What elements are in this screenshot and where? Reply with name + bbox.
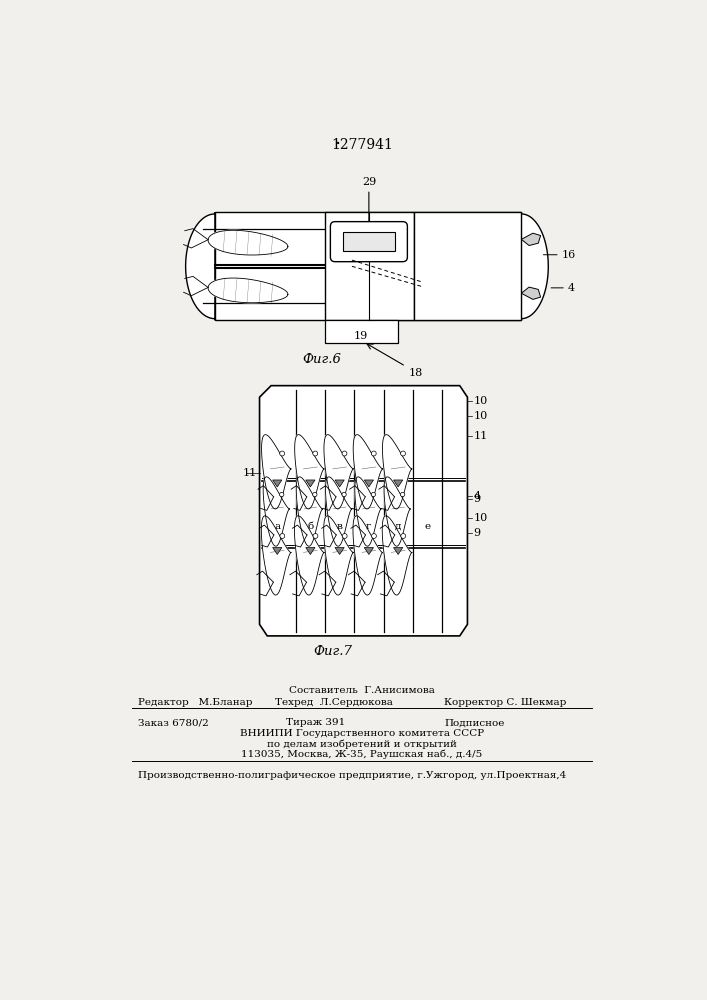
Text: 113035, Москва, Ж-35, Раушская наб., д.4/5: 113035, Москва, Ж-35, Раушская наб., д.4… xyxy=(241,749,483,759)
Polygon shape xyxy=(263,477,289,546)
Polygon shape xyxy=(521,233,541,246)
Text: 1277941: 1277941 xyxy=(331,138,393,152)
Text: ВНИИПИ Государственного комитета СССР: ВНИИПИ Государственного комитета СССР xyxy=(240,729,484,738)
Ellipse shape xyxy=(313,534,318,538)
Text: Редактор   М.Бланар: Редактор М.Бланар xyxy=(138,698,252,707)
Polygon shape xyxy=(305,548,315,554)
Polygon shape xyxy=(324,435,354,509)
Polygon shape xyxy=(521,212,549,320)
Text: Фиг.7: Фиг.7 xyxy=(313,645,352,658)
Ellipse shape xyxy=(312,492,317,497)
Text: Подписное: Подписное xyxy=(444,718,505,727)
Text: Заказ 6780/2: Заказ 6780/2 xyxy=(138,718,209,727)
Text: 29: 29 xyxy=(362,177,376,187)
Text: 4: 4 xyxy=(474,491,481,501)
Polygon shape xyxy=(354,435,382,509)
Ellipse shape xyxy=(342,451,347,456)
Ellipse shape xyxy=(342,492,346,497)
Ellipse shape xyxy=(401,451,405,456)
Ellipse shape xyxy=(372,534,376,538)
Ellipse shape xyxy=(400,492,405,497)
Text: 10: 10 xyxy=(474,411,488,421)
Polygon shape xyxy=(294,516,324,595)
Text: 11: 11 xyxy=(474,431,488,441)
Polygon shape xyxy=(262,516,291,595)
Ellipse shape xyxy=(312,451,317,456)
Polygon shape xyxy=(259,386,467,636)
Polygon shape xyxy=(364,480,373,487)
Text: 11: 11 xyxy=(243,468,257,478)
FancyBboxPatch shape xyxy=(330,222,407,262)
Polygon shape xyxy=(382,516,412,595)
Polygon shape xyxy=(355,477,381,546)
Text: 19: 19 xyxy=(354,331,368,341)
Ellipse shape xyxy=(279,492,284,497)
Text: г: г xyxy=(366,522,372,531)
Text: е: е xyxy=(424,522,431,531)
FancyBboxPatch shape xyxy=(325,212,414,320)
Polygon shape xyxy=(364,548,373,554)
Text: 16: 16 xyxy=(561,250,575,260)
Ellipse shape xyxy=(280,451,285,456)
Text: Составитель  Г.Анисимова: Составитель Г.Анисимова xyxy=(289,686,435,695)
Polygon shape xyxy=(295,435,324,509)
Polygon shape xyxy=(296,477,322,546)
Ellipse shape xyxy=(280,534,285,538)
Text: Тираж 391: Тираж 391 xyxy=(286,718,346,727)
Polygon shape xyxy=(325,477,352,546)
Text: 9: 9 xyxy=(474,528,481,538)
Polygon shape xyxy=(394,548,403,554)
Polygon shape xyxy=(394,480,403,487)
Polygon shape xyxy=(208,230,288,255)
Text: 18: 18 xyxy=(408,368,422,378)
Text: в: в xyxy=(337,522,343,531)
Polygon shape xyxy=(335,480,344,487)
Polygon shape xyxy=(384,477,410,546)
Polygon shape xyxy=(208,278,288,303)
Ellipse shape xyxy=(371,492,375,497)
Text: Техред  Л.Сердюкова: Техред Л.Сердюкова xyxy=(275,698,393,707)
Text: Производственно-полиграфическое предприятие, г.Ужгород, ул.Проектная,4: Производственно-полиграфическое предприя… xyxy=(138,771,566,780)
Text: 10: 10 xyxy=(474,396,488,406)
Polygon shape xyxy=(273,480,282,487)
Polygon shape xyxy=(305,480,315,487)
Text: д: д xyxy=(395,522,402,531)
Polygon shape xyxy=(521,287,541,299)
FancyBboxPatch shape xyxy=(343,232,395,251)
Text: Корректор С. Шекмар: Корректор С. Шекмар xyxy=(444,698,567,707)
Polygon shape xyxy=(335,548,344,554)
Text: 9: 9 xyxy=(474,494,481,504)
Text: 4: 4 xyxy=(568,283,575,293)
Polygon shape xyxy=(186,212,215,320)
FancyBboxPatch shape xyxy=(325,320,398,343)
Ellipse shape xyxy=(371,451,376,456)
Text: 10: 10 xyxy=(474,513,488,523)
FancyBboxPatch shape xyxy=(215,212,521,320)
Polygon shape xyxy=(262,435,291,509)
Ellipse shape xyxy=(401,534,406,538)
Polygon shape xyxy=(353,516,382,595)
Text: по делам изобретений и открытий: по делам изобретений и открытий xyxy=(267,739,457,749)
Text: ·: · xyxy=(335,135,341,154)
Polygon shape xyxy=(382,435,412,509)
Text: a: a xyxy=(274,522,280,531)
Text: Фиг.6: Фиг.6 xyxy=(302,353,341,366)
Polygon shape xyxy=(324,516,354,595)
Polygon shape xyxy=(273,548,282,554)
FancyBboxPatch shape xyxy=(414,212,521,320)
Text: б: б xyxy=(308,522,313,531)
Ellipse shape xyxy=(342,534,347,538)
